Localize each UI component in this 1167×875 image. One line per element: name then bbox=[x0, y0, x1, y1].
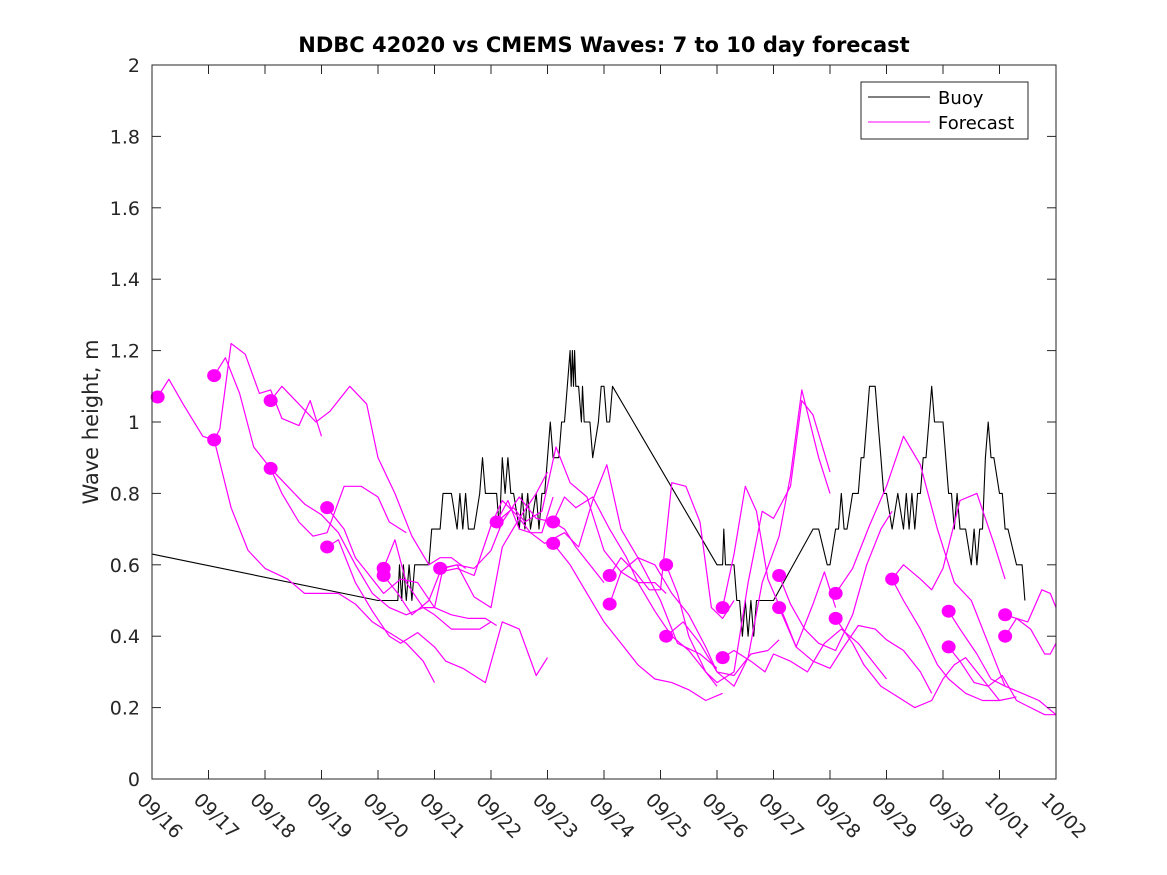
forecast-line bbox=[665, 389, 831, 687]
forecast-start-point bbox=[715, 651, 730, 665]
forecast-start-point bbox=[320, 540, 335, 554]
forecast-line bbox=[157, 342, 323, 441]
y-tick-label: 0 bbox=[128, 769, 140, 791]
forecast-start-point bbox=[263, 394, 278, 408]
buoy-line bbox=[151, 350, 1026, 637]
forecast-start-point bbox=[885, 572, 900, 586]
forecast-line bbox=[835, 618, 1000, 709]
forecast-start-point bbox=[602, 569, 617, 583]
forecast-start-point bbox=[602, 597, 617, 611]
series-layer bbox=[151, 342, 1057, 716]
forecast-start-point bbox=[546, 515, 561, 529]
y-tick-label: 1.2 bbox=[110, 341, 140, 363]
forecast-line bbox=[326, 539, 549, 684]
forecast-line bbox=[326, 507, 497, 627]
y-tick-label: 0.8 bbox=[110, 483, 140, 505]
forecast-line bbox=[722, 485, 837, 648]
forecast-line bbox=[891, 578, 1017, 702]
forecast-line bbox=[891, 492, 1006, 591]
forecast-start-point bbox=[941, 640, 956, 654]
forecast-start-point bbox=[998, 629, 1013, 643]
forecast-line bbox=[948, 646, 1056, 716]
y-tick-label: 1.8 bbox=[110, 126, 140, 148]
forecast-line bbox=[496, 446, 667, 594]
forecast-line bbox=[439, 496, 605, 583]
forecast-start-point bbox=[263, 461, 278, 475]
forecast-start-point bbox=[150, 390, 165, 404]
forecast-start-point bbox=[715, 601, 730, 615]
legend: Buoy Forecast bbox=[860, 81, 1029, 140]
y-tick-label: 0.4 bbox=[110, 626, 140, 648]
forecast-start-point bbox=[772, 569, 787, 583]
forecast-line bbox=[1004, 617, 1057, 655]
forecast-start-point bbox=[207, 369, 222, 383]
forecast-start-point bbox=[659, 558, 674, 572]
forecast-start-point bbox=[376, 569, 391, 583]
forecast-line bbox=[552, 496, 718, 687]
chart-title: NDBC 42020 vs CMEMS Waves: 7 to 10 day f… bbox=[298, 33, 909, 57]
forecast-start-point bbox=[207, 433, 222, 447]
y-axis-label: Wave height, m bbox=[79, 339, 103, 504]
forecast-start-point bbox=[941, 604, 956, 618]
forecast-start-markers bbox=[150, 369, 1013, 665]
forecast-start-point bbox=[828, 611, 843, 625]
y-tick-label: 1.4 bbox=[110, 269, 140, 291]
legend-label-forecast: Forecast bbox=[938, 113, 1014, 134]
forecast-line bbox=[1004, 589, 1057, 623]
forecast-line bbox=[552, 543, 723, 702]
forecast-start-point bbox=[320, 501, 335, 515]
forecast-line bbox=[496, 464, 718, 669]
forecast-line bbox=[270, 385, 466, 569]
legend-label-buoy: Buoy bbox=[938, 88, 984, 109]
y-tick-label: 1 bbox=[128, 412, 140, 434]
y-tick-label: 0.6 bbox=[110, 555, 140, 577]
forecast-start-point bbox=[828, 586, 843, 600]
forecast-line bbox=[213, 357, 407, 537]
legend-box bbox=[860, 81, 1029, 140]
y-tick-label: 2 bbox=[128, 55, 140, 77]
forecast-start-point bbox=[433, 561, 448, 575]
forecast-line bbox=[722, 628, 887, 680]
forecast-line bbox=[270, 467, 492, 630]
forecast-start-point bbox=[489, 515, 504, 529]
forecast-line bbox=[948, 610, 1057, 716]
forecast-line bbox=[778, 510, 893, 652]
forecast-line bbox=[609, 557, 780, 677]
y-tick-label: 0.2 bbox=[110, 698, 140, 720]
forecast-start-point bbox=[998, 608, 1013, 622]
forecast-start-point bbox=[772, 601, 787, 615]
forecast-start-point bbox=[659, 629, 674, 643]
forecast-start-point bbox=[546, 536, 561, 550]
y-tick-label: 1.6 bbox=[110, 198, 140, 220]
forecast-line bbox=[665, 400, 831, 684]
forecast-line bbox=[835, 435, 1006, 687]
forecast-line bbox=[609, 482, 735, 620]
forecast-line bbox=[778, 607, 933, 694]
